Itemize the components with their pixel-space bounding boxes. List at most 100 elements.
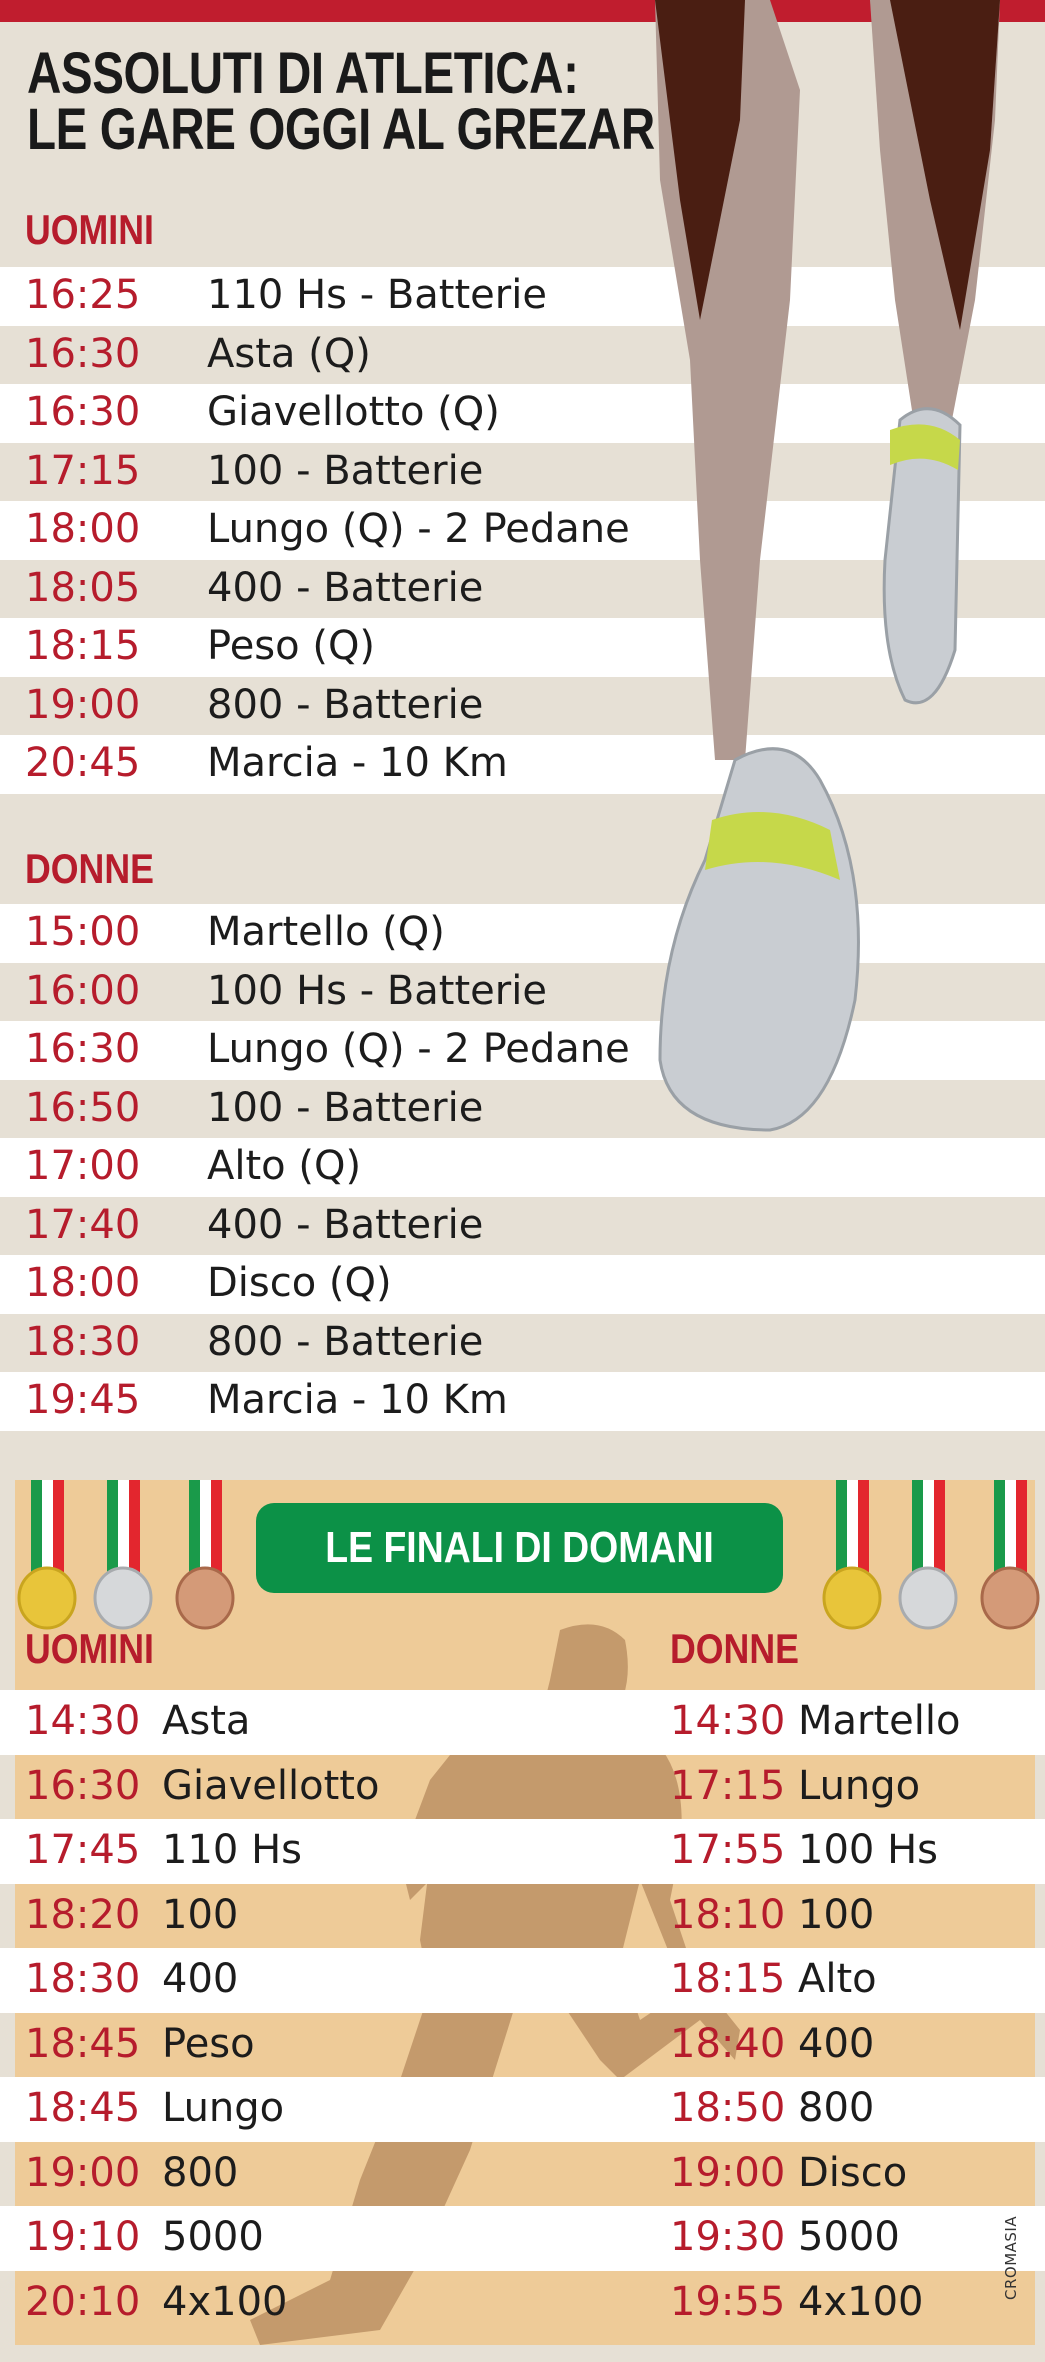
final-event: Alto — [798, 1956, 877, 2003]
event-time: 16:30 — [25, 330, 141, 377]
event-time: 18:00 — [25, 506, 141, 553]
bronze-medal-icon — [980, 1480, 1040, 1630]
schedule-row: 19:45 Marcia - 10 Km — [0, 1372, 1045, 1431]
final-event: 100 — [162, 1891, 239, 1938]
runner-legs-illustration — [655, 0, 1000, 1132]
schedule-row: 15:00 Martello (Q) — [0, 904, 1045, 963]
final-event: 100 Hs — [798, 1827, 938, 1874]
top-red-bar — [0, 0, 1045, 22]
gold-medal-icon — [17, 1480, 77, 1630]
finals-row: 18:45 Lungo 18:50 800 — [0, 2077, 1045, 2142]
finals-row: 18:45 Peso 18:40 400 — [15, 2013, 1035, 2078]
finals-banner: LE FINALI DI DOMANI — [256, 1503, 783, 1593]
final-time: 14:30 — [25, 1698, 141, 1745]
schedule-row: 17:40 400 - Batterie — [0, 1197, 1045, 1256]
schedule-row: 19:00 800 - Batterie — [0, 677, 1045, 736]
event-time: 16:00 — [25, 967, 141, 1014]
final-time: 19:30 — [670, 2214, 786, 2261]
finals-row: 19:00 800 19:00 Disco — [15, 2142, 1035, 2207]
event-name: 800 - Batterie — [207, 1318, 484, 1365]
final-time: 18:50 — [670, 2085, 786, 2132]
title-line-2: LE GARE OGGI AL GREZAR — [27, 97, 655, 162]
event-name: 110 Hs - Batterie — [207, 272, 547, 319]
final-event: 5000 — [798, 2214, 900, 2261]
event-time: 16:30 — [25, 1026, 141, 1073]
left-shoe-accent — [705, 812, 840, 880]
schedule-row: 18:00 Disco (Q) — [0, 1255, 1045, 1314]
event-time: 18:15 — [25, 623, 141, 670]
title-line-1: ASSOLUTI DI ATLETICA: — [27, 41, 579, 106]
event-name: 100 Hs - Batterie — [207, 967, 547, 1014]
final-time: 17:15 — [670, 1762, 786, 1809]
silver-medal-icon — [93, 1480, 153, 1630]
finals-row: 16:30 Giavellotto 17:15 Lungo — [15, 1755, 1035, 1820]
schedule-row: 18:00 Lungo (Q) - 2 Pedane — [0, 501, 1045, 560]
event-name: Martello (Q) — [207, 909, 445, 956]
page-title: ASSOLUTI DI ATLETICA: LE GARE OGGI AL GR… — [27, 41, 655, 162]
final-time: 19:55 — [670, 2278, 786, 2325]
event-time: 19:00 — [25, 681, 141, 728]
event-time: 16:25 — [25, 272, 141, 319]
final-event: Asta — [162, 1698, 251, 1745]
final-time: 18:30 — [25, 1956, 141, 2003]
final-time: 17:45 — [25, 1827, 141, 1874]
event-name: 100 - Batterie — [207, 1084, 484, 1131]
right-leg-shadow — [890, 0, 1000, 330]
final-time: 18:10 — [670, 1891, 786, 1938]
event-time: 20:45 — [25, 740, 141, 787]
event-name: 400 - Batterie — [207, 564, 484, 611]
final-event: 100 — [798, 1891, 875, 1938]
final-time: 19:00 — [25, 2149, 141, 2196]
event-name: Disco (Q) — [207, 1260, 392, 1307]
schedule-row: 17:00 Alto (Q) — [0, 1138, 1045, 1197]
event-name: Lungo (Q) - 2 Pedane — [207, 1026, 630, 1073]
credit-label: CROMASIA — [1002, 2215, 1020, 2300]
final-event: Lungo — [162, 2085, 285, 2132]
final-time: 20:10 — [25, 2278, 141, 2325]
medals-decoration — [17, 1480, 1040, 1630]
final-event: 4x100 — [162, 2278, 288, 2325]
final-time: 16:30 — [25, 1762, 141, 1809]
schedule-row: 18:15 Peso (Q) — [0, 618, 1045, 677]
finals-row: 14:30 Asta 14:30 Martello — [0, 1690, 1045, 1755]
schedule-row: 18:05 400 - Batterie — [0, 560, 1045, 619]
final-time: 17:55 — [670, 1827, 786, 1874]
final-time: 18:45 — [25, 2085, 141, 2132]
final-event: 4x100 — [798, 2278, 924, 2325]
event-name: Asta (Q) — [207, 330, 371, 377]
finals-women-heading: DONNE — [670, 1625, 799, 1672]
final-event: 800 — [162, 2149, 239, 2196]
final-time: 14:30 — [670, 1698, 786, 1745]
final-time: 18:15 — [670, 1956, 786, 2003]
final-time: 19:00 — [670, 2149, 786, 2196]
schedule-row: 18:30 800 - Batterie — [0, 1314, 1045, 1373]
event-name: Lungo (Q) - 2 Pedane — [207, 506, 630, 553]
schedule-row: 20:45 Marcia - 10 Km — [0, 735, 1045, 794]
schedule-row: 16:50 100 - Batterie — [0, 1080, 1045, 1139]
final-event: 800 — [798, 2085, 875, 2132]
event-time: 19:45 — [25, 1377, 141, 1424]
event-name: 800 - Batterie — [207, 681, 484, 728]
event-name: 400 - Batterie — [207, 1201, 484, 1248]
right-shoe — [882, 407, 962, 705]
finals-men-heading: UOMINI — [25, 1625, 154, 1672]
event-time: 16:30 — [25, 389, 141, 436]
final-time: 19:10 — [25, 2214, 141, 2261]
today-women-heading: DONNE — [25, 845, 154, 892]
final-event: 400 — [162, 1956, 239, 2003]
final-event: Disco — [798, 2149, 908, 2196]
schedule-row: 16:00 100 Hs - Batterie — [0, 963, 1045, 1022]
left-leg-shadow — [655, 0, 745, 320]
event-name: Peso (Q) — [207, 623, 376, 670]
event-name: Alto (Q) — [207, 1143, 362, 1190]
event-time: 18:05 — [25, 564, 141, 611]
event-time: 17:40 — [25, 1201, 141, 1248]
event-time: 17:00 — [25, 1143, 141, 1190]
schedule-row: 16:30 Lungo (Q) - 2 Pedane — [0, 1021, 1045, 1080]
final-event: Giavellotto — [162, 1762, 380, 1809]
final-time: 18:40 — [670, 2020, 786, 2067]
bronze-medal-icon — [175, 1480, 235, 1630]
final-event: Lungo — [798, 1762, 921, 1809]
final-event: 400 — [798, 2020, 875, 2067]
event-time: 18:00 — [25, 1260, 141, 1307]
